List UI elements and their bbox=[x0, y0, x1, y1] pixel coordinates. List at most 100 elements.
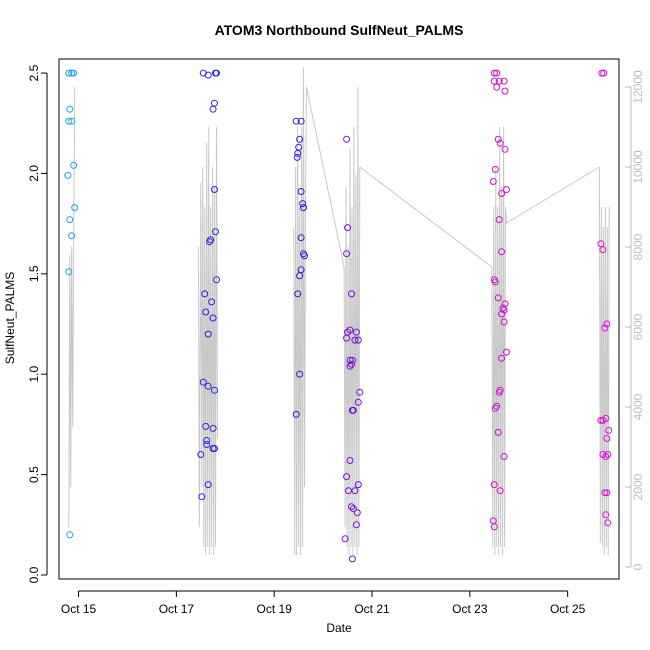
data-point-flight5-5 bbox=[500, 77, 508, 85]
data-point-flight5-14 bbox=[503, 186, 510, 193]
data-point-flight6-4 bbox=[599, 246, 607, 254]
data-point-flight5-19 bbox=[494, 294, 502, 302]
data-point-flight6-15 bbox=[601, 489, 609, 497]
data-point-flight1-9 bbox=[71, 204, 79, 212]
data-point-flight1-11 bbox=[68, 232, 76, 240]
data-point-flight2-18 bbox=[204, 382, 212, 390]
data-point-flight2-2 bbox=[204, 71, 212, 79]
data-point-flight4-3 bbox=[343, 250, 351, 258]
y-tick-label: 2.5 bbox=[27, 64, 41, 81]
data-point-flight5-25 bbox=[503, 348, 510, 356]
data-point-flight6-14 bbox=[604, 451, 612, 458]
data-point-flight4-23 bbox=[351, 487, 359, 495]
data-point-flight3-3 bbox=[296, 135, 304, 143]
data-point-flight6-18 bbox=[604, 519, 612, 527]
data-point-flight1-10 bbox=[66, 216, 74, 224]
data-point-flight4-14 bbox=[346, 362, 354, 370]
data-point-flight5-10 bbox=[501, 145, 509, 153]
data-point-flight2-15 bbox=[209, 314, 217, 322]
data-point-flight5-29 bbox=[493, 402, 501, 410]
data-point-flight1-4 bbox=[65, 117, 73, 125]
data-point-flight1-2 bbox=[68, 69, 76, 77]
data-point-flight3-15 bbox=[296, 370, 304, 378]
data-point-flight5-36 bbox=[490, 523, 498, 531]
data-point-flight5-6 bbox=[493, 83, 501, 91]
data-point-flight2-13 bbox=[208, 298, 216, 306]
data-point-flight5-31 bbox=[494, 428, 502, 436]
data-point-flight5-1 bbox=[490, 69, 498, 77]
data-point-flight3-6 bbox=[293, 153, 301, 161]
data-point-flight4-24 bbox=[348, 503, 355, 511]
data-point-flight3-5 bbox=[294, 149, 302, 157]
data-point-flight2-22 bbox=[203, 437, 211, 444]
axes: Oct 15 Oct 17 Oct 19 Oct 21 Oct 23 Oct 25 0.0 0… bbox=[27, 64, 645, 615]
data-point-flight2-21 bbox=[209, 424, 217, 432]
data-point-flight5-8 bbox=[494, 135, 502, 143]
data-point-flight6-11 bbox=[603, 435, 611, 442]
chart-title: ATOM3 Northbound SulfNeut_PALMS bbox=[215, 22, 464, 38]
data-point-flight5-24 bbox=[500, 318, 508, 326]
altitude-line-segment-1 bbox=[68, 86, 76, 528]
data-point-flight5-32 bbox=[500, 453, 508, 460]
y-tick-label: 1.5 bbox=[27, 265, 41, 282]
data-point-flight2-27 bbox=[204, 481, 212, 489]
plot-frame bbox=[58, 58, 620, 580]
data-point-flight2-26 bbox=[197, 451, 205, 458]
data-point-flight5-30 bbox=[491, 404, 499, 412]
data-point-flight4-27 bbox=[352, 521, 360, 529]
data-point-flight1-3 bbox=[70, 69, 78, 77]
data-point-flight4-9 bbox=[351, 336, 359, 344]
y2-tick-label: 2000 bbox=[631, 473, 645, 500]
data-point-flight2-4 bbox=[213, 69, 220, 77]
data-point-flight4-20 bbox=[343, 473, 351, 481]
data-point-flight3-16 bbox=[292, 410, 300, 418]
data-point-flight4-4 bbox=[348, 290, 355, 298]
data-point-flight3-13 bbox=[296, 272, 304, 280]
altitude-line-segment-5 bbox=[359, 126, 600, 556]
data-point-flight2-19 bbox=[211, 386, 218, 394]
y2-tick-label: 0 bbox=[631, 563, 645, 570]
altitude-line-segment-6 bbox=[598, 166, 610, 556]
data-point-flight2-28 bbox=[198, 493, 206, 501]
y2-tick-label: 8000 bbox=[631, 233, 645, 260]
data-point-flight5-15 bbox=[495, 216, 503, 224]
data-point-flight5-3 bbox=[490, 77, 498, 85]
data-point-flight6-2 bbox=[600, 69, 608, 77]
data-point-flight3-11 bbox=[301, 252, 308, 260]
data-point-flight1-5 bbox=[68, 117, 76, 125]
data-point-flight1-6 bbox=[66, 105, 74, 113]
data-point-flight4-15 bbox=[356, 388, 364, 396]
data-point-flight3-2 bbox=[297, 117, 305, 125]
data-point-flight4-11 bbox=[348, 356, 356, 364]
data-point-flight4-29 bbox=[348, 555, 356, 563]
data-point-flight3-17 bbox=[297, 234, 305, 242]
data-point-flight5-4 bbox=[495, 77, 503, 85]
data-point-flight6-9 bbox=[602, 414, 610, 422]
data-point-flight3-9 bbox=[300, 204, 307, 212]
data-point-flight1-7 bbox=[64, 171, 72, 179]
y2-tick-label: 6000 bbox=[631, 313, 645, 340]
y-tick-label: 0.0 bbox=[27, 566, 41, 583]
data-point-flight6-6 bbox=[601, 324, 609, 332]
data-point-flight6-17 bbox=[602, 511, 610, 519]
data-point-flight5-11 bbox=[491, 165, 499, 173]
x-tick-label: Oct 25 bbox=[550, 602, 586, 616]
data-point-flight2-11 bbox=[201, 290, 209, 298]
y2-tick-label: 12000 bbox=[631, 70, 645, 104]
data-point-flight4-25 bbox=[349, 505, 357, 513]
data-point-flight3-1 bbox=[292, 117, 300, 125]
data-point-flight2-8 bbox=[212, 228, 219, 236]
x-tick-label: Oct 23 bbox=[452, 602, 488, 616]
data-point-flight4-1 bbox=[343, 135, 351, 143]
data-point-flight5-23 bbox=[498, 310, 506, 318]
data-point-flight5-12 bbox=[489, 178, 497, 185]
data-point-flight5-18 bbox=[491, 278, 499, 286]
data-point-flight3-8 bbox=[299, 200, 307, 208]
data-point-flight4-26 bbox=[353, 509, 361, 517]
data-point-flight2-6 bbox=[211, 99, 218, 107]
data-point-flight6-3 bbox=[597, 240, 605, 248]
x-axis-label: Date bbox=[326, 621, 352, 635]
data-point-flight4-16 bbox=[354, 398, 362, 406]
